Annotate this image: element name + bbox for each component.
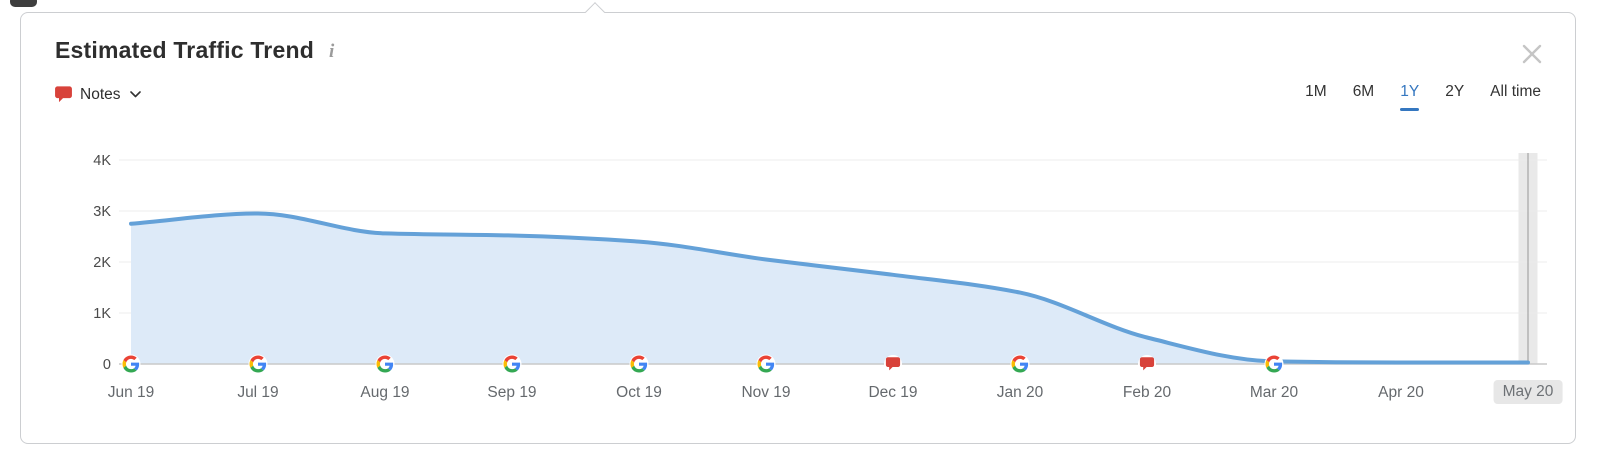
close-icon	[1522, 44, 1542, 64]
chart-plot-area: 4K 3K 2K 1K 0	[93, 153, 1547, 373]
time-range-tabs: 1M 6M 1Y 2Y All time	[1305, 83, 1541, 111]
y-tick-label: 2K	[93, 255, 111, 271]
traffic-trend-popover: Estimated Traffic Trend i Notes 1M 6M 1Y 2Y…	[20, 2, 1577, 444]
google-update-marker-icon[interactable]	[248, 354, 268, 374]
x-axis-label: Apr 20	[1378, 384, 1424, 401]
chevron-down-icon	[129, 91, 141, 98]
notes-label: Notes	[80, 85, 121, 103]
x-axis-label: Aug 19	[360, 384, 410, 401]
google-update-marker-icon[interactable]	[1010, 354, 1030, 374]
google-update-marker-icon[interactable]	[502, 354, 522, 374]
y-tick-label: 4K	[93, 153, 111, 169]
x-axis-label: Oct 19	[616, 384, 662, 401]
google-update-marker-icon[interactable]	[1264, 354, 1284, 374]
panel-title: Estimated Traffic Trend i	[55, 37, 334, 64]
x-axis-label-highlighted: May 20	[1493, 380, 1563, 404]
x-axis-label: Jul 19	[237, 384, 279, 401]
google-update-marker-icon[interactable]	[375, 354, 395, 374]
tab-all-time[interactable]: All time	[1490, 83, 1541, 100]
google-update-marker-icon[interactable]	[756, 354, 776, 374]
x-axis-label: Dec 19	[868, 384, 918, 401]
y-tick-label: 3K	[93, 204, 111, 220]
popover-arrow	[585, 2, 605, 22]
note-icon	[54, 85, 73, 104]
x-axis-label: Feb 20	[1122, 384, 1172, 401]
tab-6m[interactable]: 6M	[1352, 83, 1375, 100]
background-element-fragment	[10, 0, 37, 7]
x-axis-label: Nov 19	[741, 384, 791, 401]
y-tick-label: 0	[103, 357, 111, 373]
notes-dropdown[interactable]: Notes	[54, 85, 141, 104]
note-marker-icon[interactable]	[884, 355, 902, 373]
info-icon[interactable]: i	[328, 41, 335, 62]
y-tick-label: 1K	[93, 306, 111, 322]
x-axis-label: Jun 19	[107, 384, 155, 401]
x-axis-label: Sep 19	[487, 384, 537, 401]
tab-2y[interactable]: 2Y	[1445, 83, 1465, 100]
x-axis-label: Mar 20	[1249, 384, 1299, 401]
traffic-area	[131, 213, 1528, 364]
traffic-trend-chart: 4K 3K 2K 1K 0	[21, 143, 1577, 433]
x-axis-label: Jan 20	[996, 384, 1044, 401]
google-update-marker-icon[interactable]	[121, 354, 141, 374]
tab-1y[interactable]: 1Y	[1400, 83, 1419, 111]
close-button[interactable]	[1521, 43, 1543, 65]
traffic-line	[129, 211, 1530, 365]
google-update-marker-icon[interactable]	[629, 354, 649, 374]
page-title: Estimated Traffic Trend	[55, 37, 314, 63]
tab-1m[interactable]: 1M	[1305, 83, 1327, 100]
note-marker-icon[interactable]	[1138, 355, 1156, 373]
